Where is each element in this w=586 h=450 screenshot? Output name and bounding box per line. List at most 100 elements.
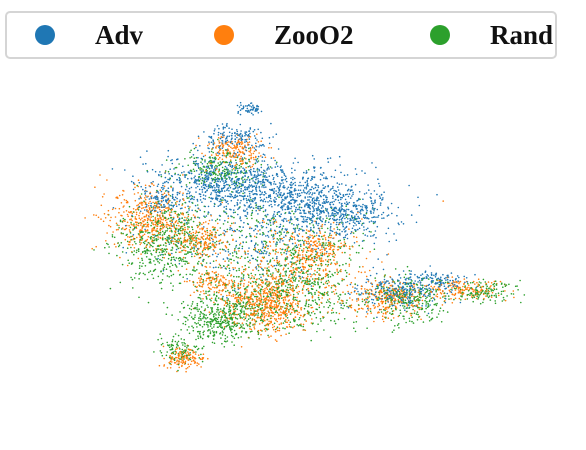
point-rand-956 <box>298 271 300 273</box>
point-rand-838 <box>179 273 182 276</box>
point-rand-452 <box>240 165 242 168</box>
point-zooo2-753 <box>274 253 277 255</box>
point-adv-852 <box>378 185 381 187</box>
point-adv-854 <box>331 218 334 220</box>
point-rand-821 <box>214 284 217 286</box>
point-zooo2-526 <box>159 220 162 222</box>
point-rand-757 <box>166 229 168 232</box>
point-zooo2-605 <box>306 236 308 239</box>
point-zooo2-1333 <box>338 312 341 315</box>
point-rand-512 <box>169 349 172 351</box>
point-rand-919 <box>201 264 203 266</box>
point-adv-1429 <box>432 289 435 291</box>
point-zooo2-1562 <box>292 326 294 329</box>
point-adv-91 <box>277 148 280 150</box>
point-rand-1342 <box>251 217 253 220</box>
point-adv-1608 <box>315 222 318 225</box>
point-adv-863 <box>302 200 305 202</box>
point-zooo2-1393 <box>319 238 321 241</box>
point-adv-86 <box>422 289 424 292</box>
point-rand-152 <box>241 317 243 319</box>
point-zooo2-1015 <box>205 279 207 282</box>
point-rand-1145 <box>206 304 208 307</box>
point-zooo2-1166 <box>334 254 337 256</box>
point-adv-359 <box>391 212 393 215</box>
point-zooo2-1621 <box>151 195 153 197</box>
point-rand-190 <box>405 321 407 324</box>
point-adv-112 <box>349 293 351 296</box>
point-adv-622 <box>170 204 172 206</box>
point-adv-1202 <box>280 206 282 209</box>
point-zooo2-1212 <box>279 248 282 250</box>
point-zooo2-1073 <box>254 302 257 304</box>
point-rand-1186 <box>495 293 497 295</box>
point-rand-557 <box>189 151 191 153</box>
point-adv-1029 <box>219 137 222 140</box>
point-adv-1126 <box>311 154 314 157</box>
point-rand-1207 <box>218 311 220 314</box>
point-zooo2-1603 <box>202 290 205 292</box>
point-adv-1634 <box>443 282 445 285</box>
point-adv-1369 <box>254 170 256 173</box>
point-adv-938 <box>285 253 288 255</box>
point-rand-1229 <box>325 280 328 283</box>
point-rand-1129 <box>322 238 324 240</box>
point-adv-549 <box>261 160 264 162</box>
point-adv-1592 <box>277 191 280 194</box>
point-adv-305 <box>243 221 245 224</box>
point-rand-979 <box>390 319 393 322</box>
point-zooo2-1335 <box>487 281 490 283</box>
point-zooo2-775 <box>307 240 310 243</box>
point-rand-781 <box>340 307 342 309</box>
point-adv-1216 <box>315 251 318 253</box>
point-rand-713 <box>213 342 216 345</box>
point-adv-1536 <box>370 289 373 291</box>
point-rand-1264 <box>267 334 269 337</box>
point-rand-840 <box>182 228 184 230</box>
point-zooo2-1428 <box>104 217 107 219</box>
point-zooo2-145 <box>451 287 453 289</box>
point-adv-1129 <box>385 281 387 284</box>
point-zooo2-1000 <box>275 276 278 278</box>
point-rand-1057 <box>168 276 170 278</box>
point-zooo2-1136 <box>140 224 142 226</box>
point-adv-210 <box>260 144 263 147</box>
point-rand-610 <box>163 264 166 266</box>
point-adv-973 <box>259 180 261 183</box>
point-rand-571 <box>292 293 295 296</box>
point-rand-69 <box>265 243 267 245</box>
point-zooo2-1022 <box>275 297 278 299</box>
point-zooo2-663 <box>246 291 248 293</box>
point-adv-1491 <box>178 179 181 182</box>
point-adv-1479 <box>433 274 435 277</box>
point-zooo2-672 <box>337 245 340 248</box>
point-adv-1462 <box>375 166 377 169</box>
point-adv-1403 <box>430 274 433 277</box>
point-zooo2-1297 <box>270 282 272 284</box>
point-zooo2-837 <box>463 282 465 285</box>
point-adv-827 <box>223 229 225 232</box>
point-adv-615 <box>283 174 286 176</box>
point-rand-744 <box>411 316 413 319</box>
point-adv-255 <box>264 191 266 193</box>
point-zooo2-610 <box>291 264 293 266</box>
point-rand-1593 <box>276 238 279 240</box>
point-rand-875 <box>338 283 341 286</box>
point-adv-1561 <box>361 240 364 242</box>
point-rand-1607 <box>370 231 372 233</box>
point-zooo2-1236 <box>244 149 247 151</box>
point-rand-558 <box>386 286 388 289</box>
point-rand-151 <box>120 242 123 244</box>
point-rand-208 <box>274 267 277 270</box>
point-adv-669 <box>317 247 320 250</box>
point-adv-559 <box>347 292 350 295</box>
point-adv-1576 <box>266 260 269 262</box>
point-adv-263 <box>436 193 438 196</box>
point-adv-1056 <box>412 302 414 305</box>
point-zooo2-1254 <box>180 361 182 363</box>
point-rand-949 <box>232 255 234 257</box>
point-adv-307 <box>325 215 328 217</box>
point-rand-1146 <box>293 212 295 215</box>
point-rand-825 <box>180 338 183 340</box>
point-adv-72 <box>228 127 230 129</box>
